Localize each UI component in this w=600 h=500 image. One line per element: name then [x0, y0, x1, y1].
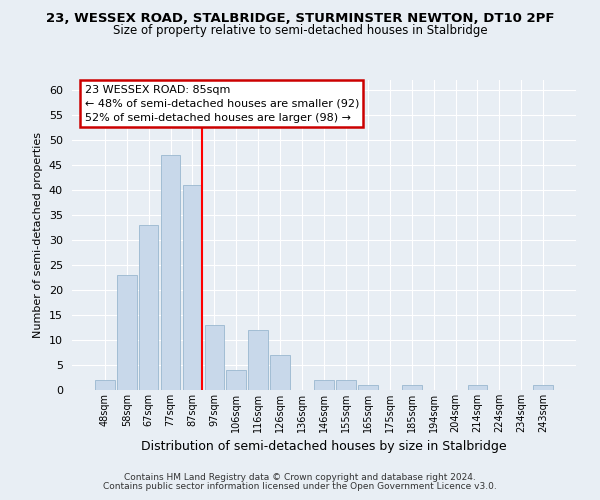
Text: 23, WESSEX ROAD, STALBRIDGE, STURMINSTER NEWTON, DT10 2PF: 23, WESSEX ROAD, STALBRIDGE, STURMINSTER… [46, 12, 554, 26]
Bar [117, 275, 137, 390]
Bar [314, 380, 334, 390]
X-axis label: Distribution of semi-detached houses by size in Stalbridge: Distribution of semi-detached houses by … [141, 440, 507, 454]
Bar [270, 355, 290, 390]
Bar [533, 385, 553, 390]
Y-axis label: Number of semi-detached properties: Number of semi-detached properties [33, 132, 43, 338]
Bar [402, 385, 422, 390]
Bar [139, 225, 158, 390]
Bar [336, 380, 356, 390]
Bar [182, 185, 202, 390]
Bar [161, 155, 181, 390]
Bar [248, 330, 268, 390]
Bar [95, 380, 115, 390]
Text: Size of property relative to semi-detached houses in Stalbridge: Size of property relative to semi-detach… [113, 24, 487, 37]
Bar [205, 325, 224, 390]
Text: Contains public sector information licensed under the Open Government Licence v3: Contains public sector information licen… [103, 482, 497, 491]
Text: 23 WESSEX ROAD: 85sqm
← 48% of semi-detached houses are smaller (92)
52% of semi: 23 WESSEX ROAD: 85sqm ← 48% of semi-deta… [85, 84, 359, 122]
Bar [358, 385, 378, 390]
Bar [467, 385, 487, 390]
Bar [226, 370, 246, 390]
Text: Contains HM Land Registry data © Crown copyright and database right 2024.: Contains HM Land Registry data © Crown c… [124, 474, 476, 482]
